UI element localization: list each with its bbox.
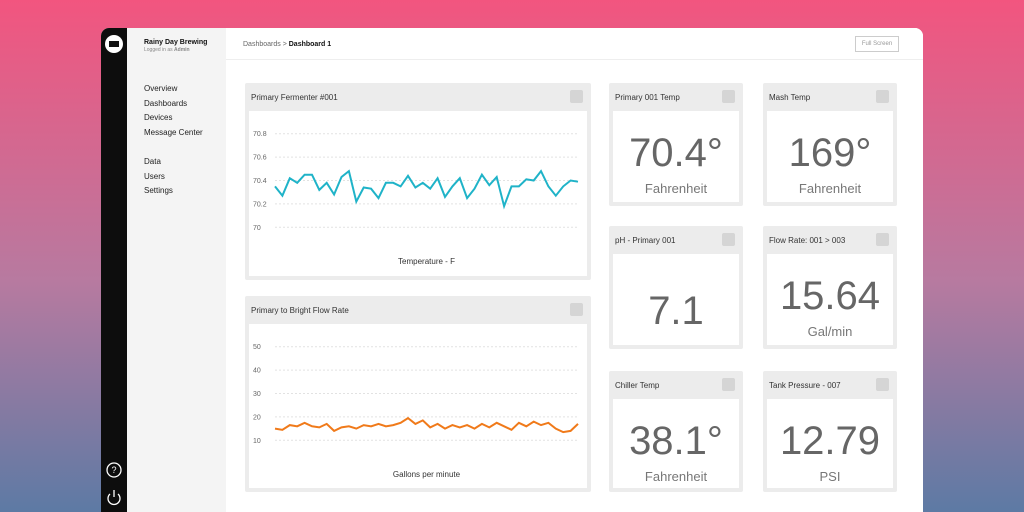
stat-card: Mash Temp 169° Fahrenheit xyxy=(763,83,897,206)
y-tick-label: 50 xyxy=(253,344,261,351)
settings-icon[interactable] xyxy=(722,90,735,103)
stat-card: Tank Pressure - 007 12.79 PSI xyxy=(763,371,897,492)
app-window: ? Rainy Day Brewing Logged in as Admin O… xyxy=(101,28,923,512)
y-tick-label: 70.4 xyxy=(253,178,267,185)
chart-card: Primary to Bright Flow Rate 10 20 30 40 50 Gal… xyxy=(245,296,591,492)
header-rule xyxy=(226,59,923,60)
strip-icons: ? xyxy=(105,35,123,506)
nav-item[interactable]: Settings xyxy=(144,186,173,195)
stat-body: 70.4° Fahrenheit xyxy=(613,111,739,202)
chart: 70 70.2 70.4 70.6 70.8 Temperature - F xyxy=(253,131,579,266)
stat-card: Flow Rate: 001 > 003 15.64 Gal/min xyxy=(763,226,897,349)
stat-card: pH - Primary 001 7.1 xyxy=(609,226,743,349)
y-tick-label: 70.8 xyxy=(253,131,267,138)
nav-item[interactable]: Devices xyxy=(144,113,173,122)
data-line xyxy=(274,169,579,210)
stat-title: Mash Temp xyxy=(769,93,811,102)
stat-title: Flow Rate: 001 > 003 xyxy=(769,236,846,245)
breadcrumb-link[interactable]: Dashboards xyxy=(243,41,281,48)
login-info: Logged in as Admin xyxy=(144,47,190,53)
settings-icon[interactable] xyxy=(722,378,735,391)
stat-value: 38.1° xyxy=(629,419,723,463)
settings-icon[interactable] xyxy=(570,303,583,316)
x-axis-title: Gallons per minute xyxy=(393,470,461,479)
stat-unit: Fahrenheit xyxy=(798,181,862,196)
stat-body: 15.64 Gal/min xyxy=(767,254,893,345)
main: Dashboards > Dashboard 1 Full Screen Pri… xyxy=(226,28,923,512)
breadcrumb-current: Dashboard 1 xyxy=(288,41,332,48)
stat-title: Chiller Temp xyxy=(615,381,660,390)
y-tick-label: 70 xyxy=(253,225,261,232)
icon-strip: ? xyxy=(101,28,127,512)
login-prefix: Logged in as xyxy=(144,47,173,53)
stat-title: pH - Primary 001 xyxy=(615,236,676,245)
full-screen-button[interactable]: Full Screen xyxy=(855,36,899,52)
stat-value: 169° xyxy=(788,131,872,175)
stat-value: 15.64 xyxy=(779,274,881,318)
stat-card: Chiller Temp 38.1° Fahrenheit xyxy=(609,371,743,492)
y-tick-label: 70.2 xyxy=(253,201,267,208)
stat-value: 7.1 xyxy=(648,289,704,333)
stat-unit: Fahrenheit xyxy=(644,469,708,484)
y-tick-label: 20 xyxy=(253,414,261,421)
stat-title: Primary 001 Temp xyxy=(615,93,680,102)
stat-title: Tank Pressure - 007 xyxy=(769,381,841,390)
stat-body: 7.1 xyxy=(613,254,739,345)
x-axis-title: Temperature - F xyxy=(398,257,455,266)
chart-card: Primary Fermenter #001 70 70.2 70.4 70.6 70.8… xyxy=(245,83,591,280)
chart-body: 70 70.2 70.4 70.6 70.8 Temperature - F xyxy=(249,111,587,276)
nav-item[interactable]: Users xyxy=(144,171,165,181)
chart-title: Primary to Bright Flow Rate xyxy=(251,306,349,315)
data-line xyxy=(274,416,579,434)
chart-body: 10 20 30 40 50 Gallons per minute xyxy=(249,324,587,488)
stat-body: 38.1° Fahrenheit xyxy=(613,399,739,488)
nav-item[interactable]: Dashboards xyxy=(144,98,188,108)
y-tick-label: 40 xyxy=(253,368,261,375)
chart: 10 20 30 40 50 Gallons per minute xyxy=(253,344,579,479)
stat-unit: Fahrenheit xyxy=(644,181,708,196)
nav-item[interactable]: Overview xyxy=(144,84,178,93)
user: Admin xyxy=(174,47,190,53)
nav-item[interactable]: Message Center xyxy=(144,127,203,137)
stat-value: 70.4° xyxy=(629,131,723,175)
settings-icon[interactable] xyxy=(876,378,889,391)
stat-body: 169° Fahrenheit xyxy=(767,111,893,202)
stat-unit: Gal/min xyxy=(807,324,853,339)
settings-icon[interactable] xyxy=(876,233,889,246)
y-tick-label: 30 xyxy=(253,391,261,398)
brand: Rainy Day Brewing xyxy=(144,39,208,46)
breadcrumb-sep: > xyxy=(282,41,287,48)
y-tick-label: 10 xyxy=(253,438,261,445)
stat-value: 12.79 xyxy=(779,419,881,463)
nav-item[interactable]: Data xyxy=(144,157,161,166)
stat-card: Primary 001 Temp 70.4° Fahrenheit xyxy=(609,83,743,206)
sidebar: Rainy Day Brewing Logged in as Admin Ove… xyxy=(127,28,226,512)
y-tick-label: 70.6 xyxy=(253,155,267,162)
svg-text:?: ? xyxy=(111,465,116,475)
settings-icon[interactable] xyxy=(722,233,735,246)
chart-title: Primary Fermenter #001 xyxy=(251,93,338,102)
settings-icon[interactable] xyxy=(876,90,889,103)
settings-icon[interactable] xyxy=(570,90,583,103)
stat-unit: PSI xyxy=(819,469,841,484)
breadcrumb: Dashboards > Dashboard 1 xyxy=(243,41,331,48)
stat-body: 12.79 PSI xyxy=(767,399,893,488)
